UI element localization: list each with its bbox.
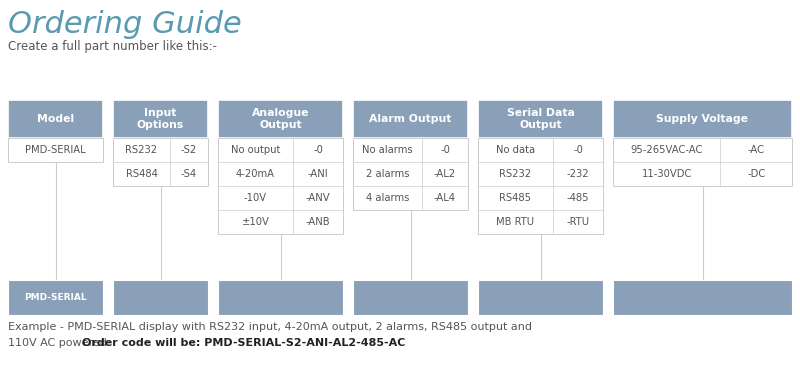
Text: -0: -0 [440,145,450,155]
Bar [478,138,603,234]
Bar [613,280,792,315]
Text: No alarms: No alarms [362,145,413,155]
Text: ±10V: ±10V [242,217,270,227]
Text: -ANB: -ANB [306,217,330,227]
Text: -0: -0 [313,145,323,155]
Text: Alarm Output: Alarm Output [370,114,452,124]
Bar [613,138,792,186]
Text: RS232: RS232 [499,169,531,179]
Text: Example - PMD-SERIAL display with RS232 input, 4-20mA output, 2 alarms, RS485 ou: Example - PMD-SERIAL display with RS232 … [8,322,532,332]
Text: -AL2: -AL2 [434,169,456,179]
Text: Create a full part number like this:-: Create a full part number like this:- [8,40,217,53]
Bar [478,100,603,138]
Text: -AL4: -AL4 [434,193,456,203]
Text: 4-20mA: 4-20mA [236,169,275,179]
Text: 2 alarms: 2 alarms [366,169,410,179]
Bar [478,280,603,315]
Text: -S4: -S4 [181,169,197,179]
Bar [218,280,343,315]
Bar [613,100,792,138]
Bar [218,138,343,234]
Text: -DC: -DC [747,169,766,179]
Bar [113,280,208,315]
Bar [353,280,468,315]
Text: 110V AC powered.: 110V AC powered. [8,338,114,348]
Bar [353,138,468,210]
Bar [218,100,343,138]
Text: -ANV: -ANV [306,193,330,203]
Text: Ordering Guide: Ordering Guide [8,10,242,39]
Text: MB RTU: MB RTU [497,217,534,227]
Text: -ANI: -ANI [308,169,328,179]
Text: RS232: RS232 [126,145,158,155]
Text: -232: -232 [566,169,590,179]
Text: RS485: RS485 [499,193,531,203]
Text: -AC: -AC [748,145,765,155]
Text: No data: No data [496,145,535,155]
Text: Analogue
Output: Analogue Output [252,108,310,130]
Text: Order code will be: PMD-SERIAL-S2-ANI-AL2-485-AC: Order code will be: PMD-SERIAL-S2-ANI-AL… [82,338,406,348]
Bar [8,138,103,162]
Bar [113,100,208,138]
Text: PMD-SERIAL: PMD-SERIAL [25,145,86,155]
Bar [353,100,468,138]
Text: RS484: RS484 [126,169,158,179]
Text: -10V: -10V [244,193,267,203]
Text: -0: -0 [573,145,583,155]
Text: Input
Options: Input Options [137,108,184,130]
Text: Supply Voltage: Supply Voltage [657,114,749,124]
Bar [8,100,103,138]
Text: -RTU: -RTU [566,217,590,227]
Text: PMD-SERIAL: PMD-SERIAL [24,293,87,302]
Bar [8,280,103,315]
Text: 11-30VDC: 11-30VDC [642,169,692,179]
Text: Model: Model [37,114,74,124]
Text: No output: No output [231,145,280,155]
Text: 95-265VAC-AC: 95-265VAC-AC [630,145,703,155]
Text: Serial Data
Output: Serial Data Output [506,108,574,130]
Text: -S2: -S2 [181,145,197,155]
Bar [113,138,208,186]
Text: 4 alarms: 4 alarms [366,193,409,203]
Text: -485: -485 [566,193,590,203]
